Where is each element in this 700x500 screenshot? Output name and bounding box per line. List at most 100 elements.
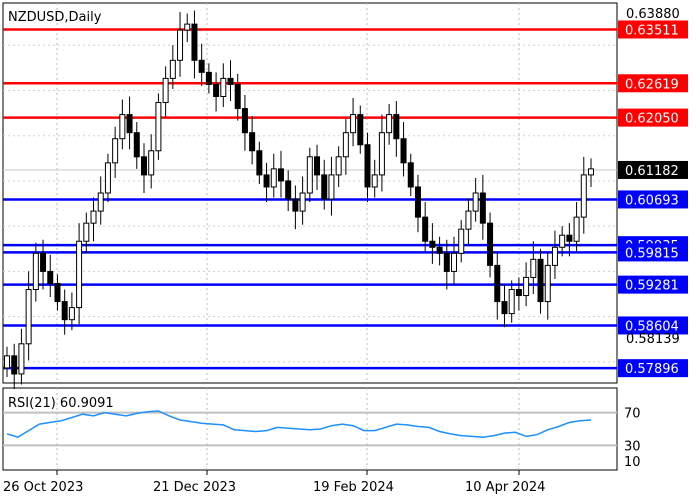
level-price-label: 0.59281	[625, 279, 679, 294]
candle-bullish	[472, 192, 479, 212]
date-label: 21 Dec 2023	[153, 480, 236, 495]
rsi-line	[6, 410, 592, 439]
candle-bullish	[18, 343, 25, 375]
candle-bullish	[4, 355, 10, 369]
candle-bearish	[191, 23, 198, 61]
level-price-label: 0.57896	[625, 362, 679, 377]
level-price-tag	[618, 359, 688, 378]
candle-bearish	[494, 264, 501, 303]
candle-bearish	[357, 114, 364, 146]
candle-bullish	[378, 132, 385, 176]
candle-bearish	[314, 156, 321, 176]
candle-bearish	[227, 77, 234, 85]
candle-bearish	[515, 289, 522, 297]
candle-bullish	[544, 264, 551, 303]
candle-bearish	[429, 240, 436, 248]
candle-bullish	[90, 210, 97, 224]
level-price-tag	[618, 275, 688, 294]
candle-bearish	[422, 216, 429, 242]
level-price-label: 0.58604	[625, 319, 679, 334]
candle-bearish	[205, 71, 212, 85]
level-price-label: 0.62050	[625, 112, 679, 127]
candle-bearish	[443, 252, 450, 272]
candle-bearish	[234, 83, 241, 110]
level-price-tag	[618, 190, 688, 209]
candle-bearish	[277, 168, 284, 182]
candle-bullish	[458, 228, 465, 254]
level-price-label: 0.60693	[625, 193, 679, 208]
candle-bearish	[241, 108, 248, 134]
candle-bullish	[112, 138, 119, 164]
candle-bullish	[155, 102, 162, 152]
candle-bullish	[76, 240, 83, 309]
candle-bullish	[386, 114, 393, 134]
candle-bullish	[148, 150, 155, 176]
candle-bearish	[40, 252, 47, 272]
level-price-tag	[618, 243, 688, 262]
candlesticks	[4, 10, 594, 390]
candle-bullish	[119, 114, 126, 140]
grid-lines	[3, 3, 617, 470]
candle-bearish	[414, 186, 421, 218]
candle-bullish	[451, 252, 458, 272]
candle-bullish	[551, 246, 558, 266]
candle-bearish	[321, 174, 328, 200]
date-axis: 26 Oct 2023 21 Dec 2023 19 Feb 2024 10 Apr …	[3, 470, 545, 495]
candle-bullish	[97, 192, 104, 212]
candle-bullish	[25, 289, 32, 345]
price-tick-label: 0.63880	[626, 7, 680, 22]
candle-bearish	[54, 282, 61, 303]
candle-bullish	[32, 252, 39, 291]
level-price-label: 0.59815	[625, 246, 679, 261]
date-label: 10 Apr 2024	[465, 480, 545, 495]
candle-bullish	[508, 289, 515, 315]
candle-bearish	[393, 114, 400, 140]
level-price-tag	[618, 20, 688, 39]
level-price-tag	[618, 108, 688, 127]
date-label: 19 Feb 2024	[313, 480, 394, 495]
candle-bullish	[104, 162, 111, 194]
candle-bearish	[407, 162, 414, 188]
candle-bearish	[364, 144, 371, 188]
rsi-axis-label: 70	[624, 407, 641, 422]
candle-bullish	[530, 258, 537, 278]
candle-bearish	[126, 114, 133, 134]
candle-bearish	[501, 301, 508, 315]
candle-bearish	[140, 156, 147, 176]
chart-title: NZDUSD,Daily	[8, 10, 102, 25]
candle-bearish	[256, 150, 263, 176]
level-price-tag	[618, 74, 688, 93]
candle-bullish	[350, 114, 357, 134]
candle-bearish	[61, 301, 68, 321]
candle-bearish	[292, 198, 299, 212]
candle-bullish	[523, 276, 530, 297]
candle-bullish	[83, 222, 90, 242]
candle-bearish	[263, 174, 270, 188]
candle-bullish	[184, 23, 191, 31]
candle-bearish	[47, 270, 54, 284]
rsi-pane	[2, 387, 618, 471]
candle-bearish	[285, 180, 292, 200]
candle-bullish	[328, 174, 335, 200]
candle-bullish	[573, 216, 580, 242]
candle-bullish	[270, 168, 277, 188]
candle-bearish	[249, 132, 256, 152]
candle-bullish	[169, 59, 176, 79]
candle-bullish	[335, 156, 342, 176]
level-price-label: 0.62619	[625, 77, 679, 92]
candle-bullish	[371, 174, 378, 188]
candle-bearish	[487, 222, 494, 266]
date-label: 26 Oct 2023	[3, 480, 83, 495]
candle-bullish	[342, 132, 349, 158]
candle-bearish	[566, 234, 573, 242]
candle-bullish	[68, 307, 75, 321]
candle-bearish	[198, 59, 205, 73]
candle-bearish	[213, 83, 220, 97]
candle-bearish	[436, 246, 443, 254]
candle-bearish	[537, 258, 544, 303]
candle-bearish	[11, 355, 18, 375]
rsi-label: RSI(21) 60.9091	[8, 396, 114, 411]
rsi-axis-label: 30	[624, 439, 641, 454]
